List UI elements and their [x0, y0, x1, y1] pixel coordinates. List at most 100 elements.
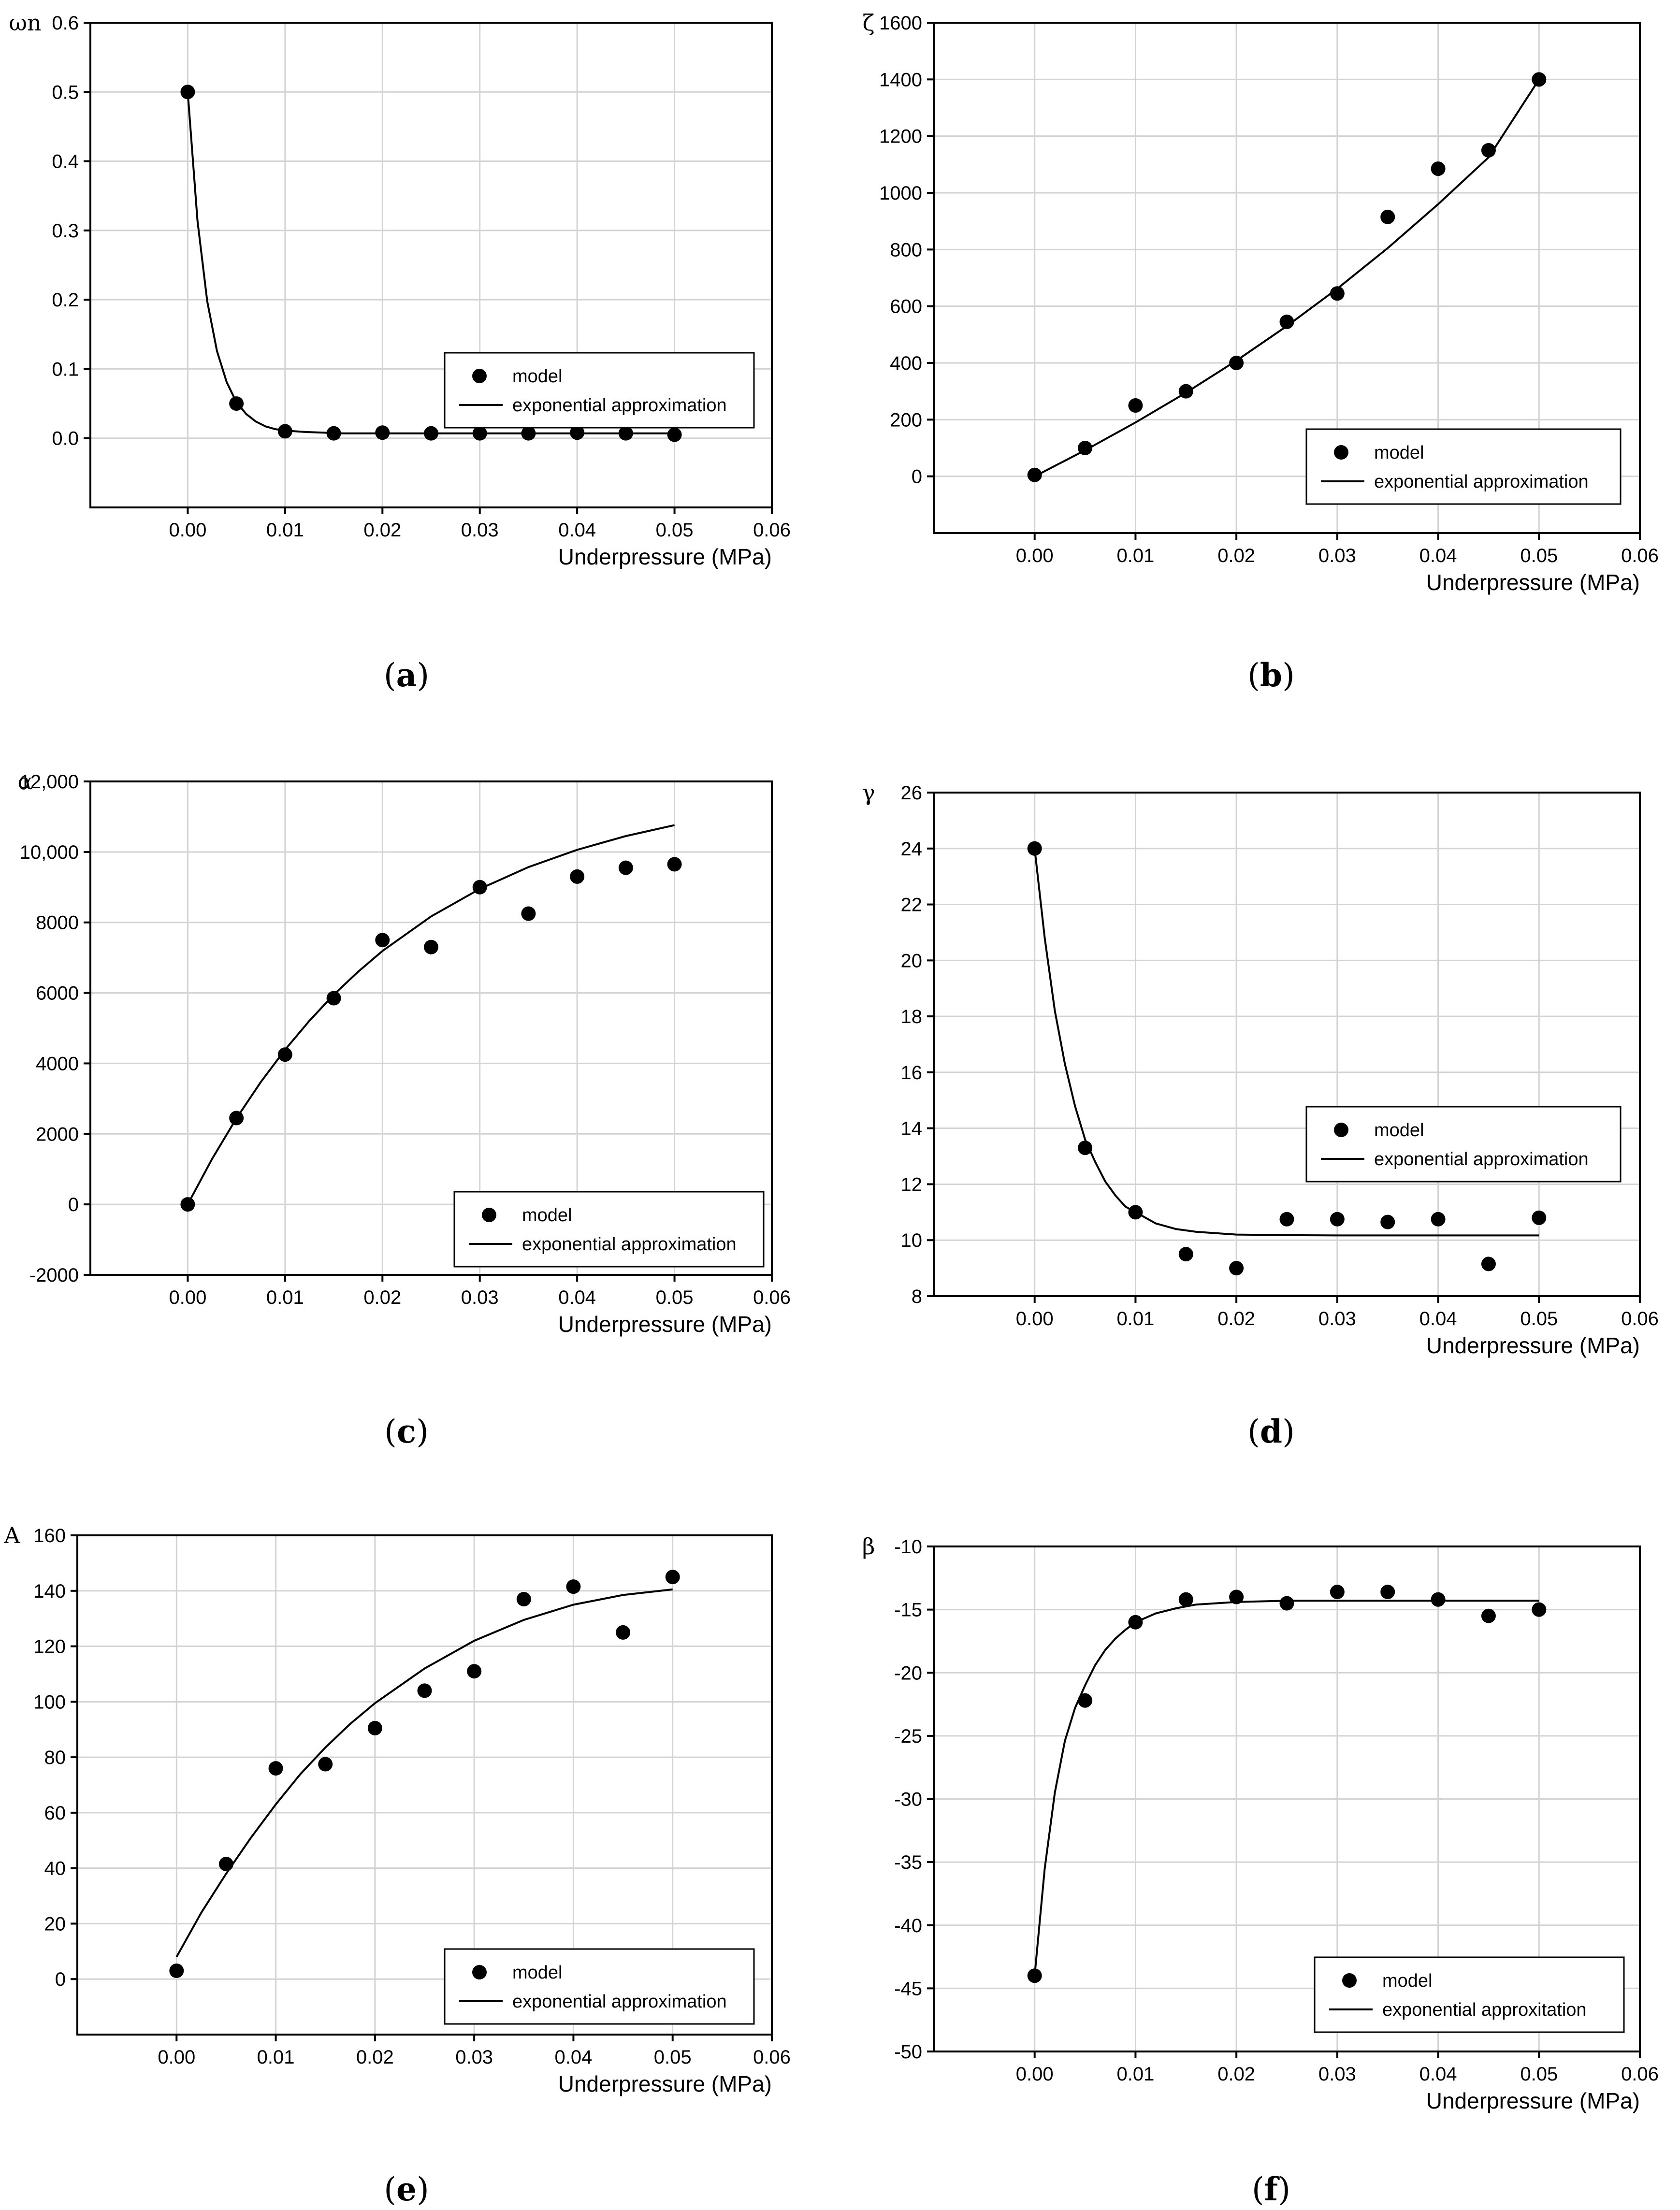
legend-marker-point	[1334, 445, 1348, 460]
data-point	[268, 1761, 283, 1776]
x-tick-label: 0.05	[1520, 545, 1558, 566]
data-point	[417, 1683, 432, 1698]
data-point	[1532, 1210, 1547, 1225]
y-axis-label: γ	[862, 780, 875, 806]
data-point	[1027, 841, 1042, 856]
data-point	[375, 933, 390, 948]
chart-panel-e: 0.00 0.01 0.02 0.03 0.04 0.05 0.06 0 20 40 60 80 100…	[3, 1522, 791, 2208]
x-tick-label: 0.04	[1419, 2064, 1457, 2085]
x-tick-label: 0.02	[1217, 2064, 1255, 2085]
y-tick-label: 40	[44, 1858, 66, 1879]
plot-frame	[76, 1534, 773, 2036]
panel-caption: (b)	[1247, 656, 1295, 694]
y-tick-label: 60	[44, 1803, 66, 1824]
x-tick-label: 0.06	[1621, 2064, 1659, 2085]
legend-label-model: model	[1374, 443, 1424, 463]
x-tick-label: 0.03	[461, 1287, 499, 1308]
y-tick-label: 0	[912, 466, 922, 488]
data-point	[375, 425, 390, 440]
data-point	[1178, 384, 1193, 399]
data-point	[1128, 398, 1143, 413]
legend-label-fit: exponential approximation	[522, 1234, 737, 1255]
data-point	[1128, 1615, 1143, 1630]
y-tick-label: 0.1	[52, 359, 79, 380]
y-tick-label: 6000	[36, 983, 79, 1004]
x-axis-label: Underpressure (MPa)	[558, 544, 772, 569]
x-tick-label: 0.01	[1116, 2064, 1154, 2085]
x-tick-label: 0.00	[1016, 1308, 1054, 1329]
y-tick-label: 8	[912, 1286, 922, 1307]
y-tick-label: 0.4	[52, 151, 79, 173]
plot-frame	[933, 22, 1641, 534]
y-tick-label: 18	[901, 1006, 923, 1027]
x-tick-label: 0.05	[1520, 2064, 1558, 2085]
chart-panel-f: 0.00 0.01 0.02 0.03 0.04 0.05 0.06 -50 -45 -40 -35…	[862, 1533, 1659, 2208]
data-point	[618, 860, 633, 875]
legend: model exponential approxitation	[1314, 1956, 1625, 2033]
data-point	[424, 939, 438, 954]
y-tick-label: 4000	[36, 1053, 79, 1074]
legend-box	[1314, 1956, 1625, 2033]
legend: model exponential approximation	[1305, 1106, 1622, 1183]
y-axis-label: ωn	[9, 10, 41, 36]
data-point	[1380, 209, 1395, 224]
data-point	[1330, 286, 1345, 301]
legend-marker-point	[472, 1965, 487, 1979]
y-tick-label: 0.5	[52, 82, 79, 103]
data-point	[229, 396, 244, 411]
y-tick-label: 14	[901, 1118, 923, 1140]
y-tick-label: 1600	[879, 13, 922, 34]
x-tick-label: 0.05	[1520, 1308, 1558, 1329]
y-tick-label: 160	[33, 1525, 66, 1546]
data-point	[665, 1570, 680, 1585]
x-tick-label: 0.05	[656, 520, 694, 541]
y-tick-label: -30	[894, 1789, 922, 1810]
x-tick-label: 0.04	[554, 2047, 592, 2068]
y-tick-label: -45	[894, 1978, 922, 1999]
y-tick-label: 20	[901, 950, 923, 971]
legend: model exponential approximation	[444, 352, 755, 429]
x-axis-label: Underpressure (MPa)	[1426, 570, 1640, 595]
data-point	[318, 1757, 333, 1772]
x-tick-label: 0.05	[656, 1287, 694, 1308]
y-tick-label: 0	[55, 1969, 66, 1990]
x-tick-label: 0.01	[1116, 545, 1154, 566]
data-point	[1229, 1261, 1244, 1276]
y-tick-label: 100	[33, 1691, 66, 1713]
data-point	[1330, 1212, 1345, 1227]
y-tick-label: -20	[894, 1662, 922, 1684]
x-tick-label: 0.03	[1318, 1308, 1356, 1329]
legend-marker-point	[1334, 1123, 1348, 1137]
data-point	[218, 1857, 233, 1872]
data-point	[1532, 72, 1547, 87]
x-tick-label: 0.06	[1621, 1308, 1659, 1329]
data-point	[570, 425, 585, 440]
legend-box	[453, 1191, 765, 1268]
y-tick-label: 8000	[36, 912, 79, 934]
chart-panel-b: 0.00 0.01 0.02 0.03 0.04 0.05 0.06 0 200 400 600 80…	[863, 10, 1659, 694]
legend-label-fit: exponential approximation	[1374, 472, 1589, 492]
y-axis-label: ζ	[863, 10, 875, 36]
data-point	[1481, 1257, 1496, 1271]
data-point	[1481, 1608, 1496, 1623]
data-point	[1229, 1589, 1244, 1604]
y-tick-label: 10	[901, 1230, 923, 1251]
legend-label-model: model	[1374, 1120, 1424, 1141]
x-tick-label: 0.00	[169, 1287, 206, 1308]
x-tick-label: 0.00	[1016, 545, 1054, 566]
y-tick-label: 0.2	[52, 289, 79, 311]
data-point	[180, 85, 195, 100]
y-tick-label: 26	[901, 782, 923, 804]
data-point	[1128, 1205, 1143, 1220]
fit-line	[1033, 848, 1539, 1237]
data-point	[521, 906, 536, 921]
y-tick-label: -2000	[29, 1265, 79, 1286]
chart-panel-c: 0.00 0.01 0.02 0.03 0.04 0.05 0.06 -2000 0 2000 40…	[17, 768, 790, 1450]
data-point	[277, 1047, 292, 1062]
data-point	[1279, 314, 1294, 329]
data-point	[1431, 161, 1446, 176]
data-point	[516, 1591, 531, 1606]
x-tick-label: 0.06	[753, 520, 791, 541]
data-point	[566, 1579, 581, 1594]
